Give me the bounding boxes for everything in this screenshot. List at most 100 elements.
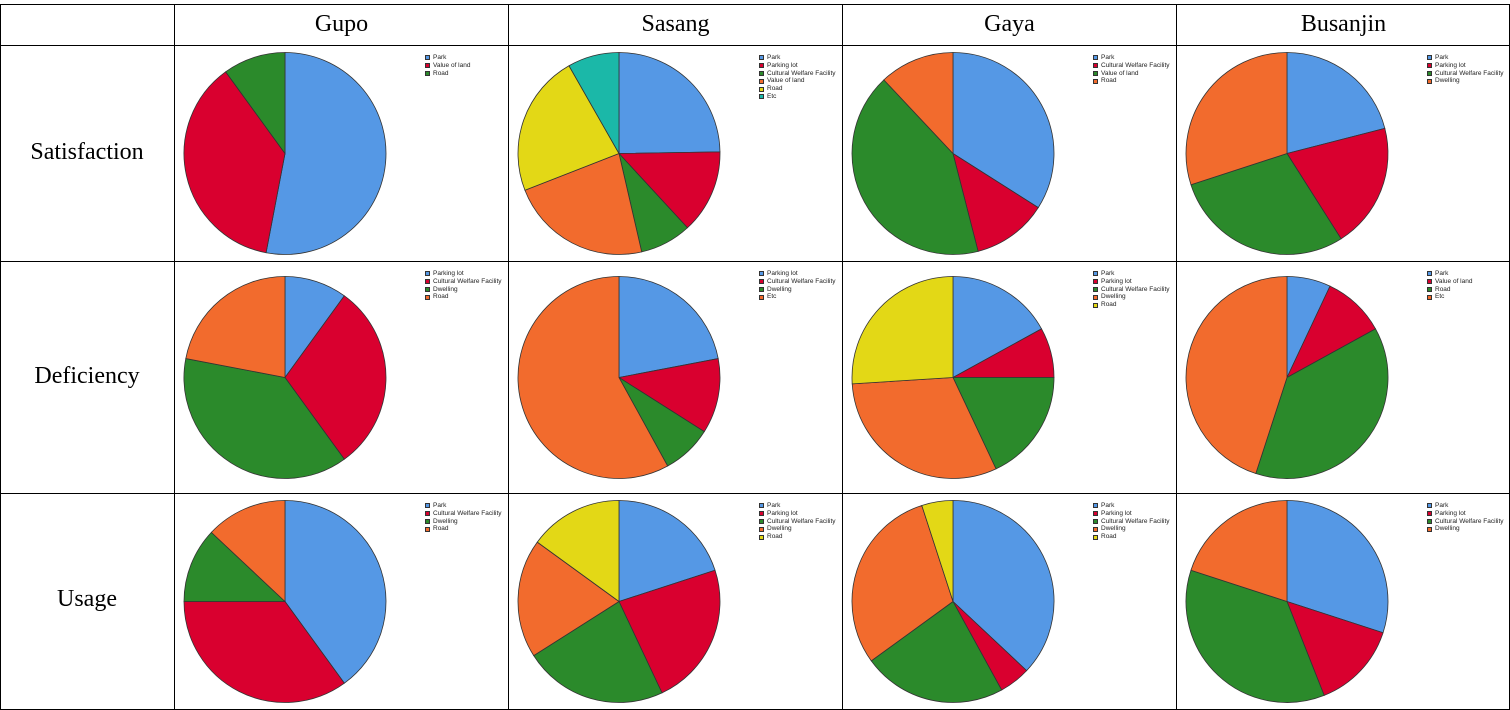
legend-item: Parking lot	[425, 270, 502, 278]
grid-vertical-line	[842, 4, 843, 710]
legend-swatch	[759, 70, 764, 76]
pie-slice-road	[883, 52, 954, 155]
pie-slice-parking-lot	[618, 151, 721, 229]
legend-swatch	[759, 534, 764, 540]
column-header-busanjin: Busanjin	[1300, 11, 1387, 37]
legend-swatch	[425, 279, 430, 285]
legend-label: Park	[433, 502, 447, 509]
legend-label: Parking lot	[1435, 61, 1466, 69]
row-header-satisfaction: Satisfaction	[30, 139, 144, 165]
legend-label: Dwelling	[1101, 293, 1126, 301]
legend-label: Park	[1435, 270, 1449, 277]
pie-cell-deficiency-gaya: Park Parking lot Cultural Welfare Facility…	[843, 262, 1176, 493]
legend-swatch	[759, 279, 764, 285]
legend-item: Park	[1427, 54, 1504, 62]
legend-item: Park	[1093, 270, 1170, 278]
pie-slice-parking-lot	[1286, 600, 1384, 696]
legend-item: Cultural Welfare Facility	[425, 510, 502, 518]
pie-cell-deficiency-gupo: Parking lot Cultural Welfare Facility Dwel…	[175, 262, 508, 493]
pie-slice-road	[851, 276, 954, 385]
pie-cell-deficiency-busanjin: Park Value of land Road Etc	[1177, 262, 1509, 493]
pie-chart	[517, 500, 721, 703]
legend-label: Value of land	[433, 61, 471, 69]
pie-slice-road	[536, 500, 620, 603]
pie-cell-usage-sasang: Park Parking lot Cultural Welfare Facility…	[509, 494, 842, 709]
legend-item: Cultural Welfare Facility	[759, 278, 836, 286]
legend-item: Road	[1427, 286, 1472, 294]
legend-swatch	[759, 63, 764, 69]
pie-legend: Park Value of land Road Etc	[1427, 270, 1472, 301]
pie-slice-dwelling	[183, 358, 345, 479]
legend-swatch	[425, 70, 430, 76]
legend-label: Cultural Welfare Facility	[1101, 285, 1170, 293]
legend-item: Etc	[1427, 293, 1472, 301]
legend-swatch	[425, 518, 430, 524]
pie-cell-deficiency-sasang: Parking lot Cultural Welfare Facility Dwel…	[509, 262, 842, 493]
legend-label: Etc	[767, 293, 777, 301]
pie-legend: Park Parking lot Cultural Welfare Facility…	[1427, 502, 1504, 533]
pie-cell-satisfaction-gupo: Park Value of land Road	[175, 46, 508, 261]
pie-slice-park	[952, 52, 1055, 209]
legend-label: Cultural Welfare Facility	[1435, 517, 1504, 525]
pie-slice-etc	[517, 276, 669, 479]
pie-slice-park	[284, 500, 387, 684]
legend-swatch	[759, 86, 764, 92]
legend-item: Parking lot	[759, 62, 836, 70]
legend-label: Parking lot	[767, 509, 798, 517]
pie-slice-dwelling	[851, 504, 954, 662]
legend-swatch	[425, 55, 430, 61]
pie-legend: Parking lot Cultural Welfare Facility Dwel…	[759, 270, 836, 301]
legend-label: Cultural Welfare Facility	[767, 517, 836, 525]
legend-item: Value of land	[1093, 70, 1170, 78]
pie-legend: Park Cultural Welfare Facility Value of la…	[1093, 54, 1170, 85]
legend-label: Road	[433, 293, 449, 301]
column-header-gupo: Gupo	[314, 11, 369, 37]
pie-chart	[517, 276, 721, 479]
legend-item: Park	[1093, 502, 1170, 510]
legend-label: Road	[767, 533, 783, 541]
legend-item: Cultural Welfare Facility	[759, 518, 836, 526]
legend-item: Etc	[759, 93, 836, 101]
legend-item: Value of land	[1427, 278, 1472, 286]
legend-item: Road	[425, 70, 470, 78]
legend-label: Park	[767, 54, 781, 61]
legend-swatch	[1427, 70, 1432, 76]
pie-chart	[851, 276, 1055, 479]
legend-item: Park	[1093, 54, 1170, 62]
legend-item: Cultural Welfare Facility	[425, 278, 502, 286]
legend-label: Cultural Welfare Facility	[433, 277, 502, 285]
pie-legend: Park Parking lot Cultural Welfare Facility…	[759, 502, 836, 541]
legend-label: Road	[1101, 77, 1117, 85]
legend-item: Parking lot	[759, 270, 836, 278]
legend-label: Cultural Welfare Facility	[1101, 517, 1170, 525]
row-header-deficiency: Deficiency	[34, 363, 140, 389]
pie-cell-satisfaction-busanjin: Park Parking lot Cultural Welfare Facility…	[1177, 46, 1509, 261]
legend-item: Cultural Welfare Facility	[759, 70, 836, 78]
legend-swatch	[425, 526, 430, 532]
legend-label: Dwelling	[1101, 525, 1126, 533]
pie-slice-road	[185, 276, 286, 378]
legend-label: Dwelling	[433, 517, 458, 525]
legend-label: Road	[767, 85, 783, 93]
pie-slice-park	[1286, 500, 1389, 634]
legend-swatch	[1427, 294, 1432, 300]
legend-swatch	[1093, 503, 1098, 509]
legend-swatch	[425, 63, 430, 69]
pie-chart	[517, 52, 721, 255]
legend-swatch	[1093, 78, 1098, 84]
legend-swatch	[1427, 526, 1432, 532]
grid-vertical-line	[1176, 4, 1177, 710]
legend-item: Park	[759, 54, 836, 62]
legend-swatch	[759, 55, 764, 61]
legend-item: Parking lot	[1427, 510, 1504, 518]
pie-legend: Parking lot Cultural Welfare Facility Dwel…	[425, 270, 502, 301]
legend-swatch	[1093, 63, 1098, 69]
legend-item: Cultural Welfare Facility	[1093, 62, 1170, 70]
legend-swatch	[759, 286, 764, 292]
legend-label: Value of land	[1101, 69, 1139, 77]
pie-slice-parking-lot	[1286, 127, 1389, 240]
legend-label: Park	[767, 502, 781, 509]
pie-slice-value-of-land	[851, 79, 979, 255]
legend-label: Dwelling	[1435, 525, 1460, 533]
legend-swatch	[1427, 286, 1432, 292]
